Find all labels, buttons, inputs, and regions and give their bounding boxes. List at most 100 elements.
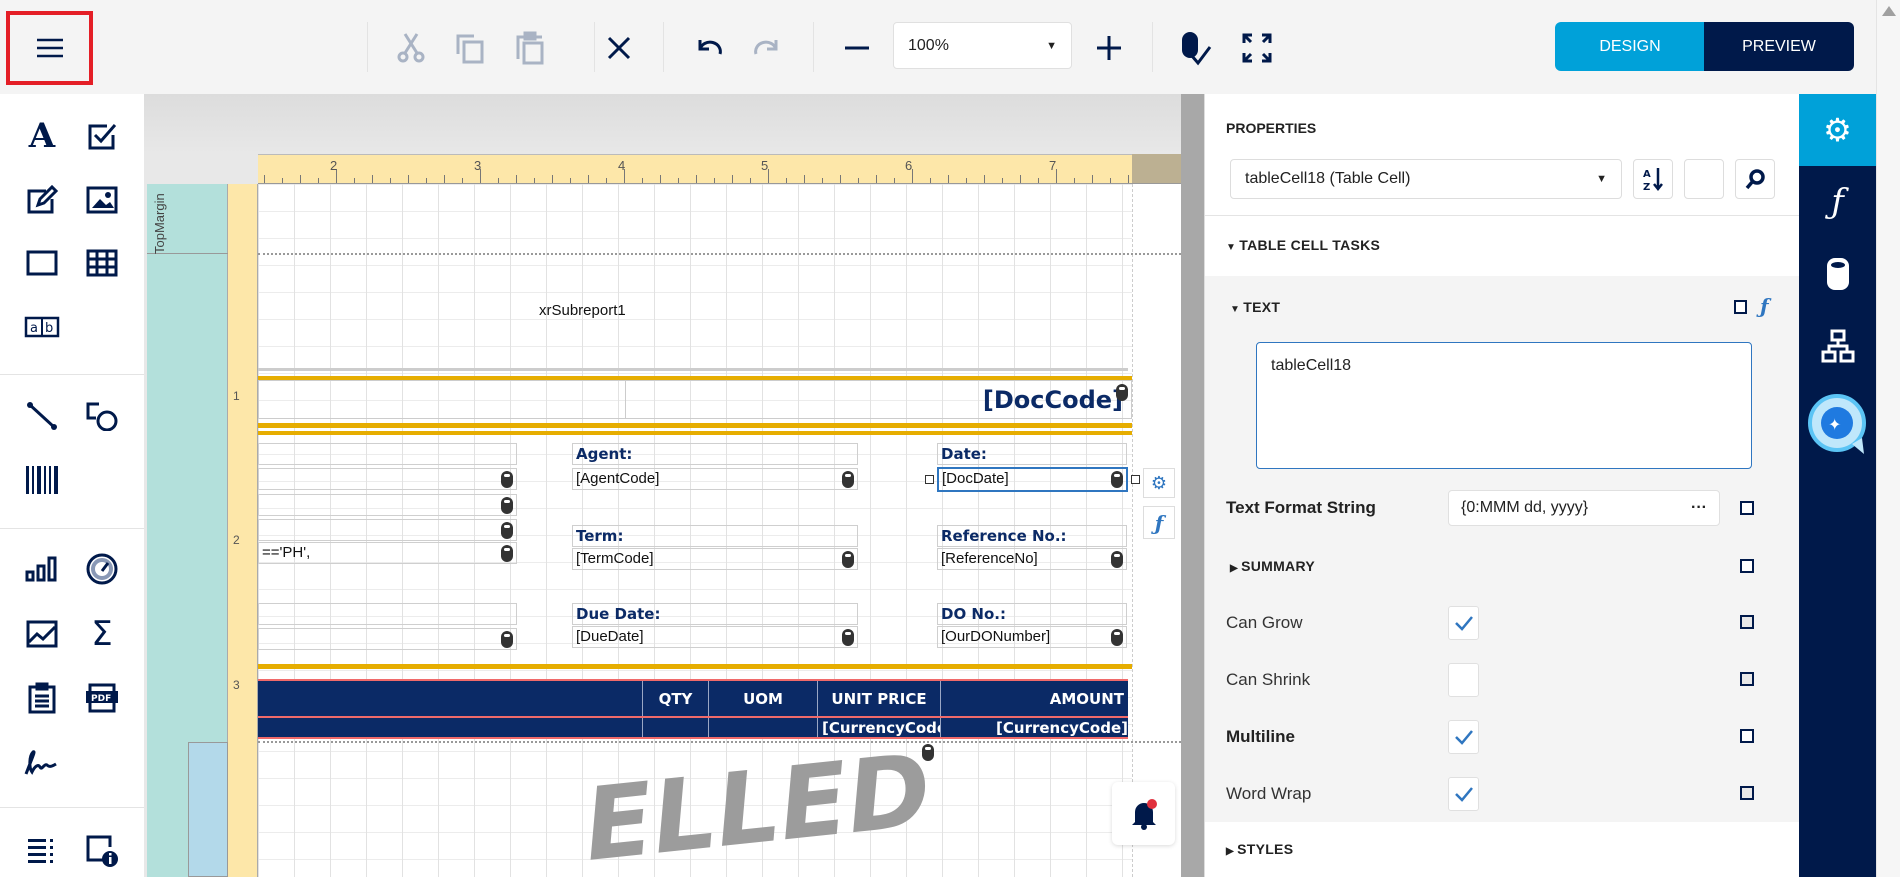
validate-bindings-button[interactable] — [1179, 30, 1215, 66]
tool-signature[interactable] — [22, 742, 62, 782]
text-header[interactable]: ▼ TEXT — [1230, 299, 1280, 315]
smart-tag-expression-button[interactable]: ƒ — [1143, 506, 1175, 539]
menu-button[interactable] — [6, 11, 93, 85]
items-table[interactable]: QTY UOM UNIT PRICE AMOUNT [CurrencyCode]… — [258, 679, 1128, 739]
zoom-in-button[interactable] — [1091, 30, 1127, 66]
reference-no-field[interactable]: [ReferenceNo] — [937, 548, 1127, 570]
subreport-control[interactable]: xrSubreport1 — [258, 254, 1128, 371]
scroll-up-arrow-icon[interactable] — [1882, 6, 1896, 16]
zoom-out-button[interactable] — [839, 30, 875, 66]
tool-summary[interactable]: Σ — [82, 614, 122, 654]
date-label[interactable]: Date: — [937, 443, 1127, 465]
unit-price-cell[interactable]: [CurrencyCode] — [818, 718, 941, 737]
tab-report-explorer[interactable] — [1799, 310, 1876, 382]
styles-header[interactable]: ▶ STYLES — [1226, 841, 1293, 857]
tab-ai-assistant[interactable]: ✦ — [1799, 384, 1876, 466]
tool-sparkline[interactable] — [22, 614, 62, 654]
paste-button[interactable] — [512, 30, 548, 66]
tab-field-list[interactable] — [1799, 238, 1876, 310]
due-date-label[interactable]: Due Date: — [572, 603, 858, 625]
field-box[interactable] — [258, 519, 517, 541]
term-label[interactable]: Term: — [572, 525, 858, 547]
field-box[interactable] — [258, 468, 517, 490]
table-header-amount[interactable]: AMOUNT — [1049, 689, 1124, 708]
due-date-field[interactable]: [DueDate] — [572, 626, 858, 648]
table-cell[interactable] — [643, 718, 709, 737]
field-box[interactable] — [258, 443, 517, 465]
amount-cell[interactable]: [CurrencyCode] — [996, 718, 1128, 737]
resize-handle[interactable] — [925, 475, 934, 484]
toggle-groups-button[interactable] — [1684, 159, 1724, 199]
table-header-cell[interactable] — [258, 681, 643, 716]
tool-rich-text[interactable] — [22, 180, 62, 220]
text-value-textarea[interactable]: tableCell18 — [1256, 342, 1752, 469]
text-format-input[interactable]: {0:MMM dd, yyyy} ··· — [1448, 490, 1720, 526]
tab-properties[interactable]: ⚙ — [1799, 94, 1876, 166]
tool-table-of-contents[interactable] — [22, 678, 62, 718]
expression-field[interactable]: =='PH', — [258, 542, 517, 564]
more-button[interactable]: ··· — [1691, 499, 1707, 516]
field-box[interactable] — [258, 494, 517, 516]
report-page[interactable] — [258, 184, 1181, 877]
canvas-scrollbar[interactable] — [1181, 94, 1204, 877]
tab-expressions[interactable]: ƒ — [1799, 166, 1876, 238]
undo-button[interactable] — [691, 30, 727, 66]
page-scrollbar[interactable] — [1876, 0, 1900, 877]
word-wrap-checkbox[interactable] — [1448, 777, 1479, 811]
tool-label[interactable]: A — [22, 116, 62, 156]
term-code-field[interactable]: [TermCode] — [572, 548, 858, 570]
summary-header[interactable]: ▶ SUMMARY — [1230, 558, 1315, 574]
smart-tag-gear-button[interactable]: ⚙ — [1143, 468, 1175, 498]
tool-shape[interactable] — [82, 396, 122, 436]
doccode-row[interactable]: [DocCode] — [258, 380, 1132, 419]
reference-no-label[interactable]: Reference No.: — [937, 525, 1127, 547]
tool-pdf-content[interactable]: PDF — [82, 678, 122, 718]
copy-button[interactable] — [452, 30, 488, 66]
tool-barcode[interactable] — [22, 460, 62, 500]
preview-tab[interactable]: PREVIEW — [1704, 22, 1854, 71]
tool-panel[interactable] — [22, 243, 62, 283]
tool-gauge[interactable] — [82, 549, 122, 589]
redo-button[interactable] — [749, 30, 785, 66]
tool-line[interactable] — [22, 396, 62, 436]
function-icon[interactable]: ƒ — [1760, 294, 1769, 318]
multiline-reset[interactable] — [1740, 729, 1754, 748]
can-shrink-checkbox[interactable] — [1448, 663, 1479, 697]
agent-label[interactable]: Agent: — [572, 443, 858, 465]
notifications-button[interactable] — [1112, 782, 1175, 845]
can-grow-reset[interactable] — [1740, 615, 1754, 634]
table-cell-tasks-header[interactable]: ▼ TABLE CELL TASKS — [1226, 237, 1380, 253]
multiline-checkbox[interactable] — [1448, 720, 1479, 754]
do-number-field[interactable]: [OurDONumber] — [937, 626, 1127, 648]
tool-page-info[interactable] — [82, 831, 122, 871]
table-header-uom[interactable]: UOM — [709, 681, 818, 716]
tool-table[interactable] — [82, 243, 122, 283]
tool-chart[interactable] — [22, 549, 62, 589]
resize-handle[interactable] — [1131, 475, 1140, 484]
do-no-label[interactable]: DO No.: — [937, 603, 1127, 625]
table-cell[interactable] — [258, 718, 643, 737]
design-tab[interactable]: DESIGN — [1555, 22, 1705, 71]
fullscreen-button[interactable] — [1239, 30, 1275, 66]
doc-date-field-selected[interactable]: [DocDate] — [937, 467, 1128, 492]
component-select[interactable]: tableCell18 (Table Cell) ▼ — [1230, 159, 1622, 199]
zoom-select[interactable]: 100% ▼ — [893, 22, 1072, 69]
design-surface[interactable]: 2 3 4 5 6 7 TopMargin 1 2 3 xrSubreport1… — [144, 94, 1204, 877]
search-button[interactable] — [1735, 159, 1775, 199]
delete-button[interactable] — [601, 30, 637, 66]
tool-toc-list[interactable] — [22, 831, 62, 871]
doc-code-field[interactable]: [DocCode] — [982, 386, 1123, 414]
can-grow-checkbox[interactable] — [1448, 606, 1479, 640]
field-box[interactable] — [258, 628, 517, 650]
table-header-qty[interactable]: QTY — [643, 681, 709, 716]
format-reset-checkbox[interactable] — [1740, 501, 1754, 520]
table-cell[interactable] — [709, 718, 818, 737]
word-wrap-reset[interactable] — [1740, 786, 1754, 805]
cut-button[interactable] — [393, 30, 429, 66]
agent-code-field[interactable]: [AgentCode] — [572, 468, 858, 490]
field-box[interactable] — [258, 603, 517, 625]
text-reset-checkbox[interactable] — [1734, 300, 1747, 319]
table-header-unit-price[interactable]: UNIT PRICE — [818, 681, 941, 716]
